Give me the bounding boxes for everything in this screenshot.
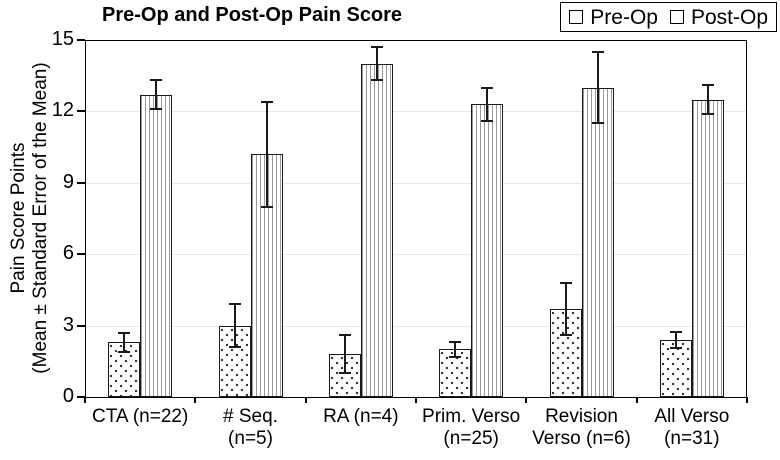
error-bar-line (343, 335, 346, 374)
error-bar-line (233, 304, 236, 347)
legend-item-pre-op: Pre-Op (569, 7, 658, 28)
bar-post-op-3 (471, 104, 504, 397)
error-bar-cap-bottom (260, 205, 273, 208)
error-bar-cap-top (669, 330, 682, 333)
y-tick-label: 0 (62, 385, 74, 407)
error-bar-line (454, 342, 457, 357)
bar-pre-op-0 (108, 342, 141, 397)
x-category-label-line: Revision (545, 406, 618, 427)
error-bar-cap-bottom (370, 79, 383, 82)
y-tick-label: 6 (62, 242, 74, 265)
y-tick-label: 9 (62, 170, 74, 193)
error-bar-line (564, 282, 567, 336)
legend: Pre-Op Post-Op (560, 2, 777, 32)
x-category-label-3: Prim. Verso (n=25) (413, 406, 529, 450)
x-tick-mark (84, 397, 86, 403)
chart-title: Pre-Op and Post-Op Pain Score (102, 4, 403, 26)
error-bar-line (674, 331, 677, 349)
error-bar-line (486, 87, 489, 121)
error-bar-line (706, 85, 709, 114)
plot-frame (85, 40, 747, 398)
legend-swatch-pre-op (569, 10, 584, 24)
x-tick-mark (746, 397, 748, 403)
x-category-label-line: Verso (n=6) (532, 428, 631, 449)
error-bar-line (596, 51, 599, 124)
x-tick-mark (415, 397, 417, 403)
error-bar-cap-top (150, 79, 163, 82)
gridline (86, 325, 746, 327)
y-tick-mark (77, 396, 85, 398)
x-category-label-4: Revision Verso (n=6) (524, 406, 640, 450)
x-category-label-line: RA (n=4) (323, 406, 399, 427)
bar-pre-op-3 (439, 349, 472, 397)
gridline (86, 254, 746, 256)
error-bar-cap-bottom (228, 346, 241, 349)
y-tick-mark (77, 39, 85, 41)
x-tick-mark (304, 397, 307, 403)
gridline (86, 111, 746, 113)
x-category-label-2: RA (n=4) (303, 406, 419, 428)
error-bar-cap-top (370, 46, 383, 49)
bar-post-op-1 (250, 154, 283, 397)
error-bar-cap-bottom (669, 347, 682, 350)
error-bar-cap-bottom (150, 108, 163, 111)
error-bar-line (265, 101, 268, 207)
legend-swatch-post-op (669, 10, 684, 24)
error-bar-cap-bottom (118, 350, 131, 353)
error-bar-cap-bottom (559, 334, 572, 337)
x-tick-mark (194, 397, 197, 403)
x-category-label-line: Prim. Verso (422, 406, 521, 427)
y-axis-label-line1: Pain Score Points (8, 142, 29, 294)
y-tick-label: 15 (51, 28, 74, 50)
error-bar-cap-bottom (591, 122, 604, 125)
error-bar-line (123, 332, 126, 352)
x-category-label-line: (n=25) (443, 428, 499, 449)
x-category-label-0: CTA (n=22) (82, 406, 198, 428)
error-bar-cap-top (559, 281, 572, 284)
gridline (86, 182, 746, 184)
error-bar-cap-bottom (701, 112, 714, 115)
y-tick-mark (77, 324, 85, 327)
error-bar-cap-top (701, 84, 714, 87)
error-bar-cap-top (481, 86, 494, 89)
x-category-label-line: CTA (n=22) (92, 406, 189, 427)
error-bar-cap-bottom (449, 355, 462, 358)
bar-pre-op-2 (328, 354, 361, 397)
bar-post-op-2 (360, 63, 393, 397)
x-category-label-1: # Seq. (n=5) (193, 406, 309, 450)
error-bar-cap-top (338, 334, 351, 337)
y-tick-mark (77, 181, 85, 184)
bar-post-op-4 (581, 87, 614, 397)
bar-post-op-5 (691, 99, 724, 397)
y-tick-label: 3 (62, 313, 74, 336)
error-bar-cap-top (449, 341, 462, 344)
x-category-label-5: All Verso (n=31) (634, 406, 750, 450)
error-bar-line (375, 47, 378, 81)
y-tick-mark (77, 110, 85, 113)
error-bar-cap-bottom (338, 372, 351, 375)
bar-pre-op-5 (659, 339, 692, 397)
error-bar-cap-top (260, 100, 273, 103)
y-tick-label: 12 (51, 99, 74, 122)
x-category-label-line: (n=5) (228, 428, 273, 449)
legend-item-post-op: Post-Op (669, 5, 768, 29)
x-category-label-line: # Seq. (223, 406, 278, 427)
y-tick-mark (77, 253, 85, 256)
x-tick-mark (635, 397, 638, 403)
error-bar-cap-top (118, 331, 131, 334)
x-category-label-line: (n=31) (664, 428, 720, 449)
x-category-label-line: All Verso (654, 406, 730, 427)
error-bar-line (155, 80, 158, 109)
legend-label-pre-op: Pre-Op (590, 5, 658, 29)
bar-post-op-0 (140, 94, 173, 397)
error-bar-cap-bottom (481, 119, 494, 122)
error-bar-cap-top (228, 303, 241, 306)
error-bar-cap-top (591, 50, 604, 53)
x-tick-mark (525, 397, 528, 403)
legend-label-post-op: Post-Op (690, 5, 768, 29)
